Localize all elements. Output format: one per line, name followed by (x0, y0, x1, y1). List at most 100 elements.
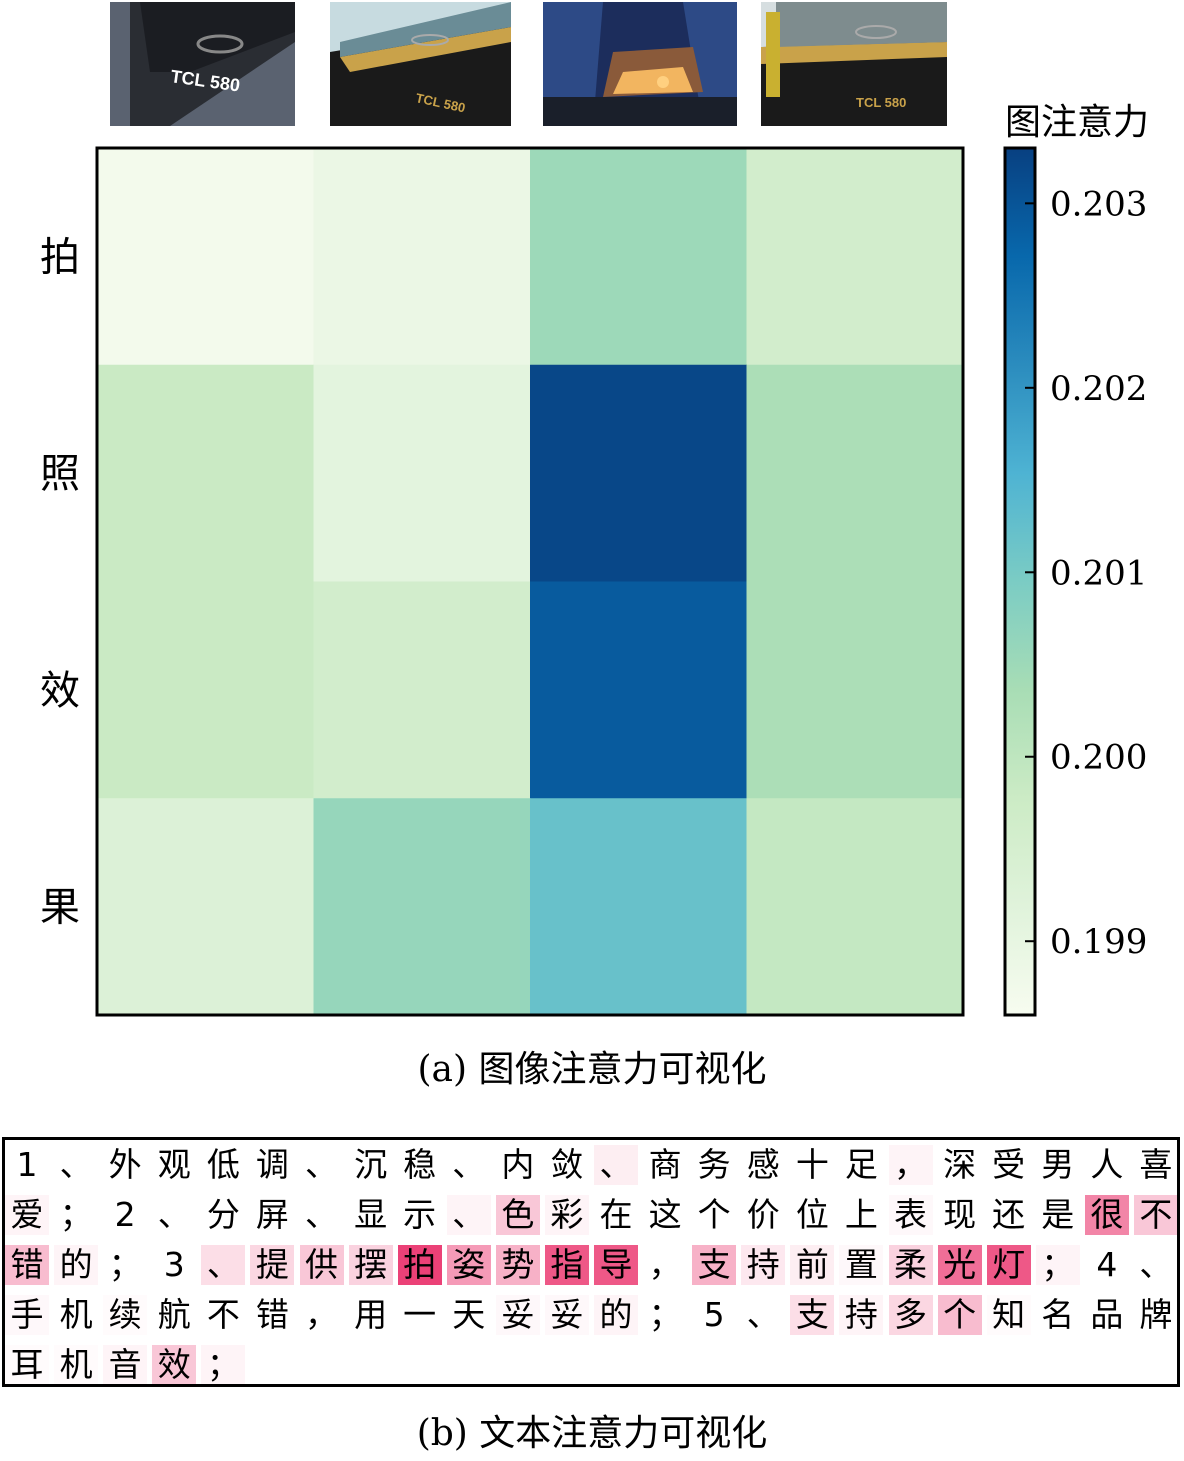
text-token: ， (648, 1245, 682, 1284)
text-token: 男 (1041, 1145, 1075, 1184)
text-token: 妥 (496, 1295, 540, 1335)
heatmap-cell-r2-c0 (97, 581, 314, 799)
text-token: 效 (152, 1345, 197, 1384)
row-label-0: 拍 (40, 234, 80, 280)
text-token: 、 (594, 1145, 638, 1185)
text-token: 的 (594, 1295, 638, 1335)
text-token: 势 (495, 1245, 540, 1285)
text-token: 、 (157, 1195, 191, 1234)
text-token: 、 (59, 1145, 93, 1184)
text-token: ， (305, 1295, 338, 1334)
text-token: 、 (305, 1195, 338, 1234)
text-token: 的 (54, 1245, 99, 1285)
text-token: 喜 (1139, 1145, 1173, 1184)
text-token: 3 (163, 1245, 185, 1284)
text-token: 屏 (255, 1195, 289, 1234)
heatmap-cell-r2-c2 (530, 581, 747, 799)
heatmap-cell-r1-c2 (530, 364, 747, 582)
text-token: 牌 (1139, 1295, 1173, 1334)
text-token: 上 (844, 1195, 878, 1234)
text-token: 导 (594, 1245, 638, 1285)
text-token: 十 (795, 1145, 829, 1184)
text-token: 机 (59, 1295, 93, 1334)
text-token: 表 (889, 1195, 933, 1235)
text-token: 1 (16, 1145, 38, 1184)
text-token: 分 (206, 1195, 240, 1234)
text-line: 耳机音效； (5, 1342, 1177, 1384)
text-token: 价 (746, 1195, 780, 1234)
text-token: 示 (403, 1195, 437, 1234)
text-token: 商 (648, 1145, 682, 1184)
text-token: ； (108, 1245, 142, 1284)
heatmap-cell-r0-c2 (530, 148, 747, 366)
text-token: 置 (839, 1245, 883, 1285)
text-token: 彩 (544, 1195, 589, 1235)
heatmap-cell-r0-c1 (313, 148, 531, 366)
text-token: 拍 (397, 1245, 442, 1285)
heatmap-cell-r3-c0 (97, 798, 314, 1016)
text-token: 手 (5, 1295, 49, 1335)
text-token: ， (888, 1145, 933, 1185)
text-token: 柔 (888, 1245, 933, 1285)
thumbnail-phone-3: TCL 580 (761, 2, 947, 126)
text-token: 支 (692, 1245, 737, 1285)
text-token: 爱 (5, 1195, 49, 1235)
text-token: 位 (795, 1195, 829, 1234)
colorbar-label: 图注意力 (1005, 102, 1149, 143)
text-token: 4 (1096, 1245, 1118, 1284)
heatmap-cell-r0-c3 (746, 148, 964, 366)
text-token: 稳 (403, 1145, 437, 1184)
text-token: 供 (299, 1245, 344, 1285)
text-token: 名 (1041, 1295, 1075, 1334)
colorbar-tick-label-0: 0.199 (1050, 922, 1147, 962)
text-token: 多 (888, 1295, 933, 1335)
text-token: 色 (495, 1195, 540, 1235)
text-token: 显 (354, 1195, 388, 1234)
text-token: ； (59, 1195, 93, 1234)
text-token: 耳 (10, 1345, 44, 1384)
text-token: 人 (1090, 1145, 1124, 1184)
heatmap-cell-r1-c0 (97, 364, 314, 582)
text-token: 支 (790, 1295, 835, 1335)
colorbar-tick-label-2: 0.201 (1050, 553, 1147, 593)
caption-text-attention: (b) 文本注意力可视化 (416, 1413, 768, 1454)
heatmap-cell-r1-c1 (313, 364, 531, 582)
text-token: 务 (697, 1145, 731, 1184)
text-token: 用 (354, 1295, 388, 1334)
text-token: 内 (501, 1145, 535, 1184)
text-token: 持 (839, 1295, 884, 1335)
text-token: 是 (1041, 1195, 1075, 1234)
text-token: 、 (1139, 1245, 1173, 1284)
text-token: 错 (5, 1245, 49, 1285)
text-token: 足 (844, 1145, 878, 1184)
text-line: 手机续航不错，用一天妥妥的； 5、支持多个知名品牌 (5, 1292, 1177, 1336)
text-token: 感 (746, 1145, 780, 1184)
thumbnail-phone-1: TCL 580 (110, 2, 295, 126)
text-line: 1、外观低调、沉稳、内敛、商务感十足，深受男人喜 (5, 1142, 1177, 1186)
text-line: 错的； 3、提供摆拍姿势指导，支持前置柔光灯； 4、 (5, 1242, 1177, 1286)
thumbnail-phone-2: TCL 580 (330, 2, 511, 126)
colorbar-frame (1003, 146, 1037, 1017)
text-token: 品 (1090, 1295, 1124, 1334)
text-token: 摆 (348, 1245, 393, 1285)
text-token: 航 (157, 1295, 191, 1334)
text-token: 个 (937, 1295, 982, 1335)
text-token: 这 (648, 1195, 682, 1234)
text-token: 很 (1084, 1195, 1129, 1235)
text-token: 、 (201, 1245, 246, 1285)
text-token: 持 (741, 1245, 786, 1285)
text-token: 续 (108, 1295, 142, 1334)
text-token: 姿 (446, 1245, 491, 1285)
text-token: 提 (250, 1245, 295, 1285)
row-label-1: 照 (40, 451, 80, 497)
text-token: 、 (452, 1145, 486, 1184)
heatmap-cell-r1-c3 (746, 364, 964, 582)
colorbar-ticks: 0.199 0.200 0.201 0.202 0.203 (1025, 184, 1147, 962)
thumb-label: TCL 580 (856, 95, 906, 110)
text-token: ； (201, 1345, 246, 1384)
text-attention-box: 1、外观低调、沉稳、内敛、商务感十足，深受男人喜爱； 2、分屏、显示、色彩在这个价… (2, 1137, 1180, 1387)
heatmap-cell-r2-c1 (313, 581, 531, 799)
text-token: 外 (108, 1145, 142, 1184)
